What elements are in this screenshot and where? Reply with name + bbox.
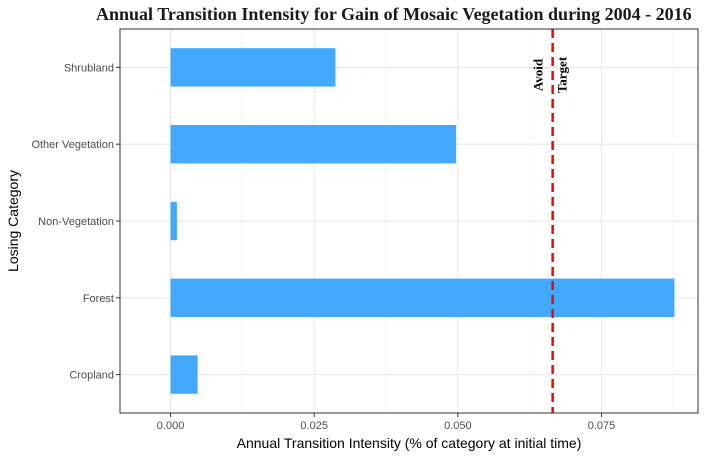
- y-tick-label: Non-Vegetation: [38, 216, 114, 228]
- x-tick-label: 0.000: [157, 420, 185, 432]
- x-tick-label: 0.050: [444, 420, 472, 432]
- bar-shrubland: [170, 48, 336, 87]
- bar-non-vegetation: [170, 201, 177, 241]
- x-tick-label: 0.075: [588, 420, 616, 432]
- bar-forest: [170, 278, 675, 317]
- y-tick-label: Shrubland: [64, 62, 114, 74]
- y-axis-title: Losing Category: [5, 170, 21, 272]
- x-axis-title: Annual Transition Intensity (% of catego…: [237, 435, 582, 451]
- y-tick-label: Other Vegetation: [31, 139, 114, 151]
- bars: [170, 48, 675, 394]
- x-axis-ticks: 0.000 0.025 0.050 0.075: [157, 413, 615, 432]
- annotation-target: Target: [555, 56, 570, 93]
- x-tick-label: 0.025: [300, 420, 328, 432]
- bar-other-vegetation: [170, 125, 457, 164]
- y-tick-label: Forest: [83, 293, 114, 305]
- bar-cropland: [170, 355, 198, 394]
- chart-title: Annual Transition Intensity for Gain of …: [96, 4, 692, 24]
- annotation-avoid: Avoid: [531, 58, 546, 91]
- reference-line-group: Avoid Target: [531, 29, 570, 413]
- y-tick-label: Cropland: [69, 370, 114, 382]
- y-axis-ticks: Cropland Forest Non-Vegetation Other Vegeta…: [31, 62, 120, 382]
